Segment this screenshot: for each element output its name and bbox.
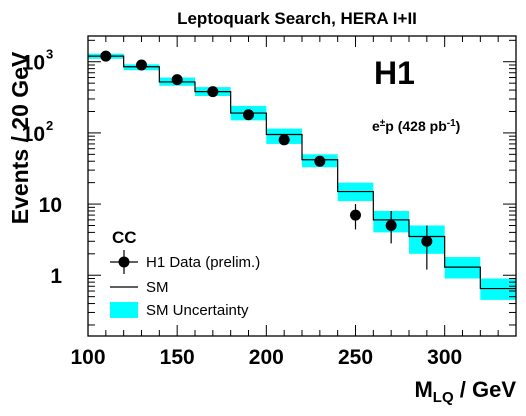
legend-data-marker <box>118 256 130 268</box>
x-tick-label: 200 <box>249 346 284 369</box>
y-tick-label-exponent: 3 <box>46 47 53 62</box>
uncertainty-bin <box>480 278 516 300</box>
data-point <box>243 109 254 121</box>
x-axis-label: MLQ / GeV <box>414 377 516 406</box>
y-tick-labels: 1 10 10 2 10 3 <box>22 47 63 288</box>
data-point <box>100 50 112 62</box>
y-tick-label: 1 <box>50 265 62 288</box>
uncertainty-bin <box>444 257 481 279</box>
data-point <box>136 59 147 71</box>
data-point <box>207 86 219 98</box>
x-tick-label: 150 <box>160 346 195 369</box>
y-tick-label: 10 <box>39 194 62 217</box>
y-tick-label-exponent: 2 <box>46 118 53 133</box>
legend-label-sm: SM <box>146 279 169 296</box>
legend-label-data: H1 Data (prelim.) <box>146 254 260 271</box>
legend: CC H1 Data (prelim.) SM SM Uncertainty <box>110 228 260 319</box>
x-tick-label: 250 <box>338 346 373 369</box>
data-point <box>421 235 433 247</box>
data-point <box>314 155 326 167</box>
data-point <box>278 134 290 146</box>
legend-uncertainty-swatch <box>110 302 138 318</box>
legend-label-uncertainty: SM Uncertainty <box>146 302 249 319</box>
sm-histogram <box>88 55 516 290</box>
x-tick-labels: 100 150 200 250 300 <box>70 346 462 369</box>
y-tick-label: 10 <box>22 123 45 146</box>
channel-label: CC <box>112 228 137 247</box>
x-tick-label: 300 <box>427 346 462 369</box>
x-tick-label: 100 <box>70 346 105 369</box>
h1-data-points <box>100 50 433 270</box>
experiment-label: H1 <box>374 55 415 91</box>
x-axis-ticks <box>87 36 517 336</box>
chart-title: Leptoquark Search, HERA I+II <box>177 9 417 28</box>
data-point <box>171 74 183 86</box>
data-point <box>385 219 397 231</box>
data-point <box>350 209 361 221</box>
y-axis-label: Events / 20 GeV <box>7 51 33 224</box>
luminosity-label: e±p (428 pb-1) <box>372 118 460 134</box>
sm-step-line <box>88 55 516 290</box>
y-tick-label: 10 <box>22 52 45 75</box>
y-axis-ticks <box>88 39 516 326</box>
